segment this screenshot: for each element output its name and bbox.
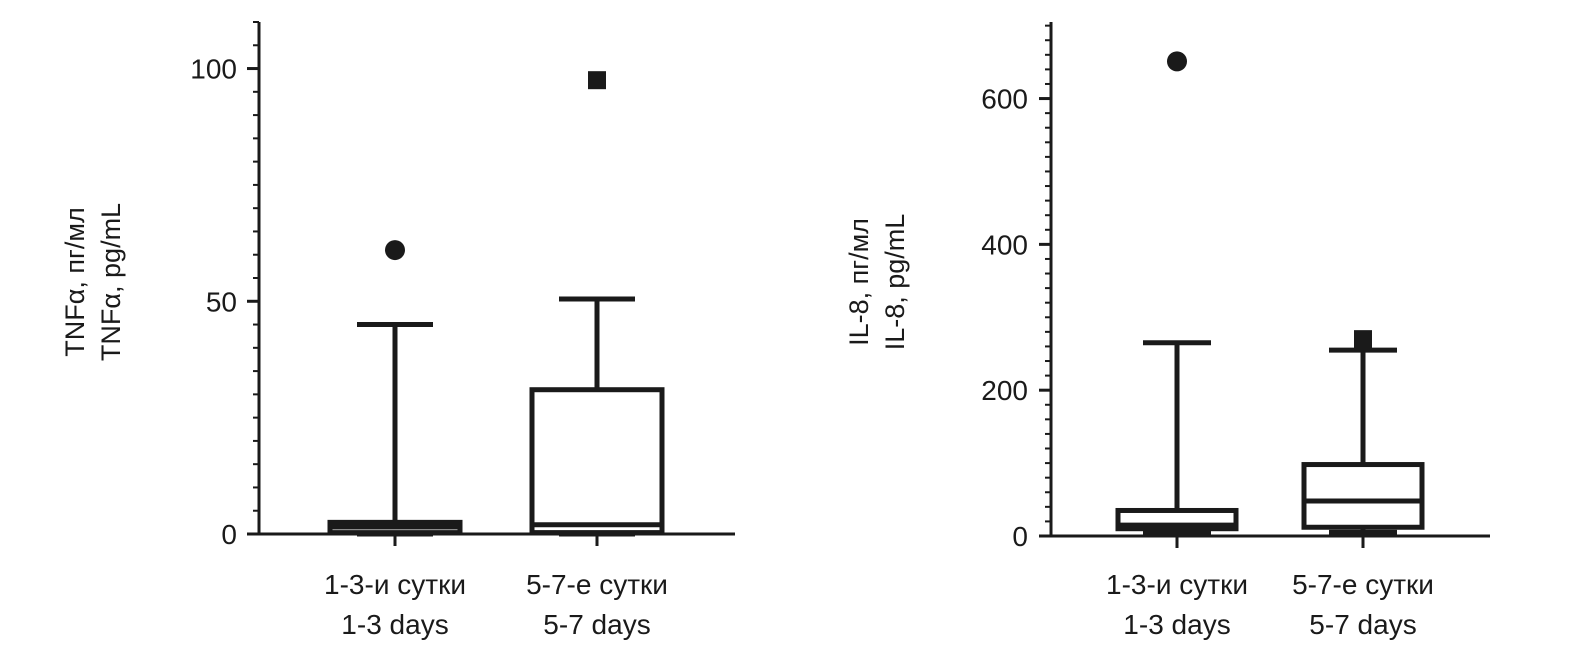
chart-il-8: IL-8, пг/мл IL-8, pg/mL 0 200 400 600 1-3-и… <box>844 22 1490 640</box>
box-2 <box>529 71 665 537</box>
y-axis-label-line-ru: TNFα, пг/мл <box>60 207 90 356</box>
y-tick-label: 0 <box>221 519 237 550</box>
outlier-point <box>385 240 405 261</box>
x-tick-label-en: 1-3 days <box>1123 609 1230 640</box>
box-iqr <box>529 387 665 536</box>
box-1 <box>1115 51 1239 535</box>
y-tick-label: 0 <box>1012 521 1028 552</box>
x-axis <box>1051 534 1490 548</box>
y-tick-label: 100 <box>190 54 237 85</box>
x-tick-label-ru: 5-7-е сутки <box>526 569 668 600</box>
x-tick-label-ru: 1-3-и сутки <box>1106 569 1248 600</box>
box-2 <box>1301 330 1425 535</box>
box-1 <box>327 240 463 537</box>
y-tick-label: 50 <box>206 286 237 317</box>
outlier-point <box>1167 51 1187 72</box>
y-tick-label: 600 <box>981 84 1028 115</box>
x-tick-label-ru: 5-7-е сутки <box>1292 569 1434 600</box>
y-axis-label-line-en: TNFα, pg/mL <box>96 203 126 361</box>
x-tick-label-en: 5-7 days <box>543 609 650 640</box>
x-tick-label-en: 5-7 days <box>1309 609 1416 640</box>
y-axis: 0 50 100 <box>190 21 261 550</box>
y-tick-label: 400 <box>981 229 1028 260</box>
y-axis-label-line-ru: IL-8, пг/мл <box>844 218 874 346</box>
x-tick-labels: 1-3-и сутки 1-3 days 5-7-е сутки 5-7 days <box>324 569 668 640</box>
y-tick-label: 200 <box>981 375 1028 406</box>
x-axis <box>259 532 735 546</box>
y-axis-label: IL-8, пг/мл IL-8, pg/mL <box>844 214 910 351</box>
boxes <box>1115 51 1425 535</box>
y-axis-label-line-en: IL-8, pg/mL <box>880 214 910 351</box>
x-tick-label-en: 1-3 days <box>341 609 448 640</box>
chart-tnf-alpha: TNFα, пг/мл TNFα, pg/mL 0 50 100 1-3-и сут… <box>60 21 735 640</box>
boxes <box>327 71 665 537</box>
outlier-point <box>588 71 606 90</box>
outlier-point <box>1354 330 1372 349</box>
x-tick-label-ru: 1-3-и сутки <box>324 569 466 600</box>
box-iqr <box>1301 462 1425 530</box>
x-tick-labels: 1-3-и сутки 1-3 days 5-7-е сутки 5-7 days <box>1106 569 1434 640</box>
y-axis-label: TNFα, пг/мл TNFα, pg/mL <box>60 203 126 361</box>
y-axis: 0 200 400 600 <box>981 22 1053 552</box>
